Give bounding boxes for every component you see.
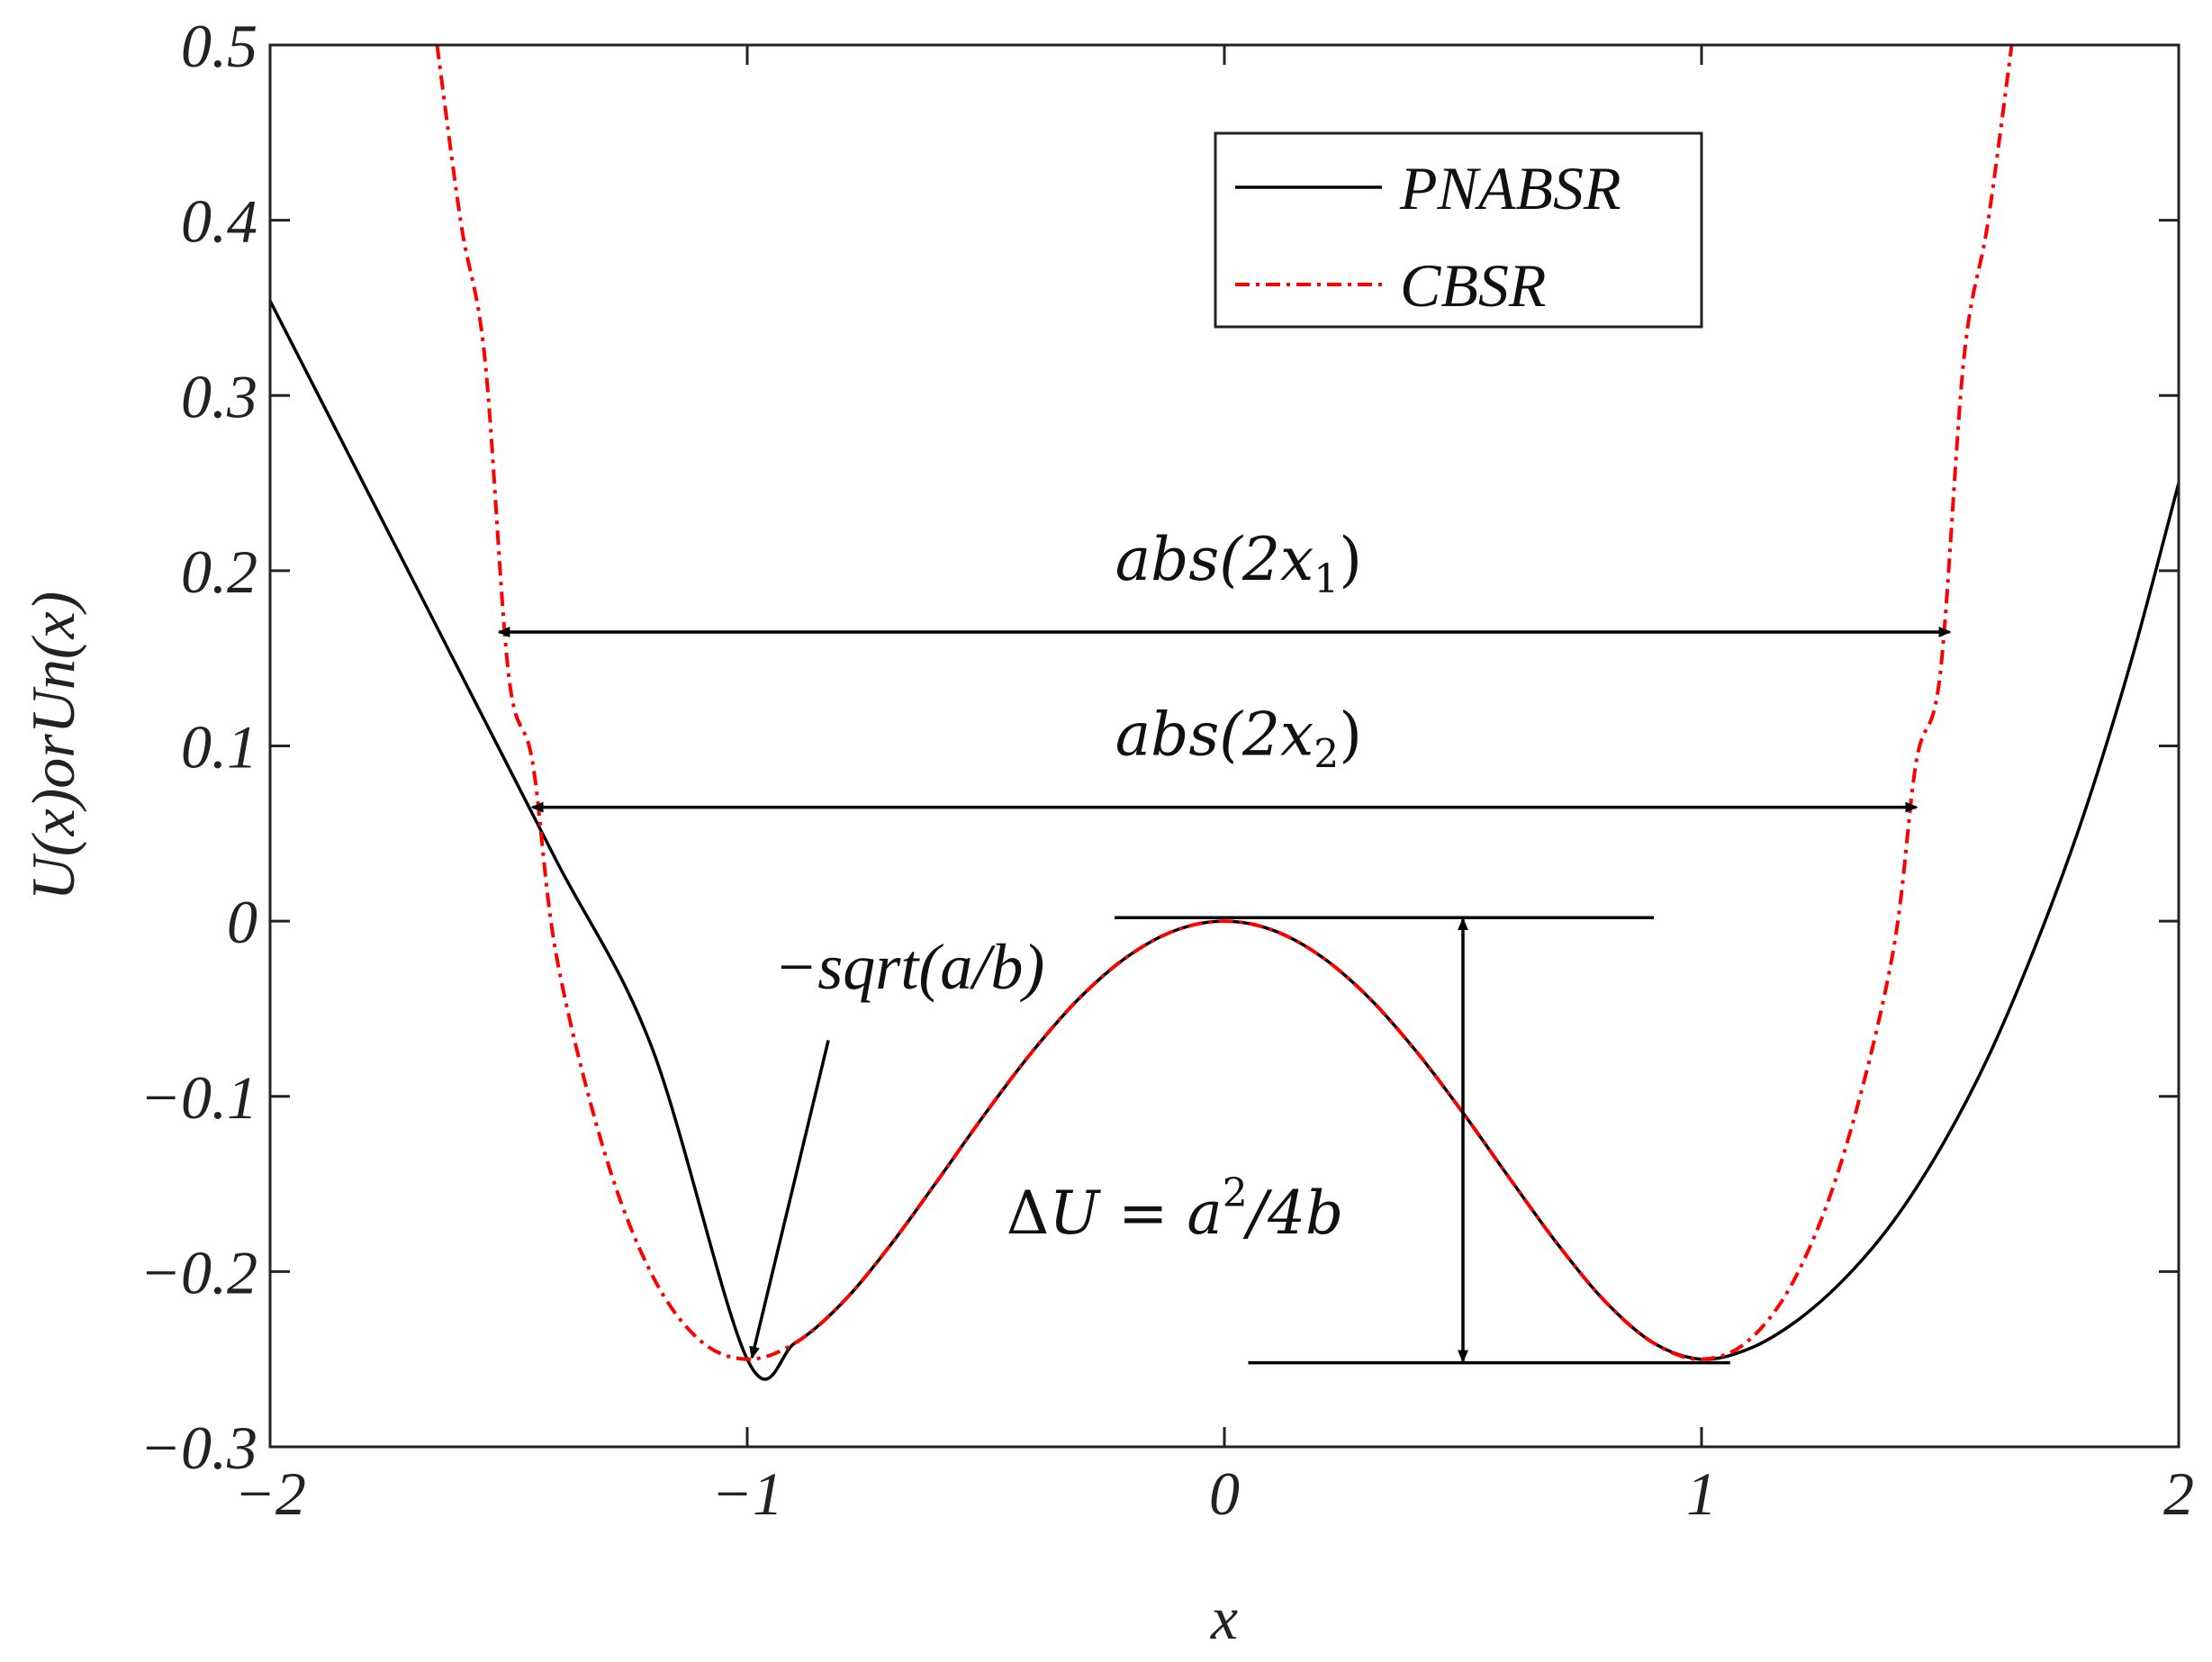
abs2-label-subscript: 2 — [1314, 732, 1339, 778]
delta-u-a: a — [1187, 1179, 1222, 1248]
y-axis-label: U(x)orUn(x) — [19, 592, 87, 901]
series-line-pnabsr — [270, 300, 2179, 1381]
x-tick-label: 0 — [1209, 1459, 1240, 1528]
delta-u-label: ΔU = a2/4b — [1007, 1170, 1343, 1248]
y-tick-label: 0 — [227, 888, 257, 956]
y-tick-label: 0.1 — [181, 713, 257, 781]
x-tick-label: −2 — [234, 1459, 306, 1528]
abs2-label: abs(2x2) — [1115, 700, 1362, 778]
delta-u-prefix: Δ — [1007, 1179, 1050, 1248]
y-tick-label: 0.3 — [181, 362, 257, 430]
abs1-label-main: abs(2x — [1115, 525, 1314, 594]
delta-u-eq: = — [1099, 1179, 1187, 1248]
y-tick-label: −0.3 — [140, 1414, 257, 1482]
annotation-layer: abs(2x1)abs(2x2)−sqrt(a/b)ΔU = a2/4b — [497, 525, 1952, 1365]
axes-layer: −2 −1 0 1 2 −0.3 −0.2 −0.1 0 0.1 0.2 0.3 0.4 0.5 x U(x)… — [19, 12, 2194, 1652]
legend-box — [1214, 131, 1703, 329]
legend-label-pnabsr: PNABSR — [1399, 154, 1621, 222]
sqrt-label: −sqrt(a/b) — [774, 931, 1045, 1003]
legend: PNABSR CBSR — [1214, 131, 1703, 329]
sqrt-arrow — [749, 1040, 830, 1359]
abs1-label: abs(2x1) — [1115, 525, 1362, 602]
abs1-label-close: ) — [1339, 525, 1362, 594]
abs1-label-subscript: 1 — [1314, 556, 1339, 602]
abs2-label-close: ) — [1339, 700, 1362, 770]
y-tick-label: 0.5 — [181, 12, 257, 80]
abs2-label-main: abs(2x — [1115, 700, 1314, 770]
x-tick-label: −1 — [711, 1459, 783, 1528]
x-tick-label: 2 — [2163, 1459, 2194, 1528]
x-axis-label: x — [1210, 1584, 1238, 1652]
plot-layer — [270, 45, 2179, 1381]
y-tick-label: 0.2 — [181, 537, 257, 606]
y-tick-label: −0.1 — [140, 1063, 257, 1132]
delta-u-rest: /4b — [1242, 1179, 1343, 1248]
y-tick-label: 0.4 — [181, 187, 257, 256]
delta-u-u: U — [1049, 1179, 1101, 1248]
y-tick-label: −0.2 — [140, 1238, 257, 1306]
x-tick-label: 1 — [1686, 1459, 1717, 1528]
series-line-cbsr — [435, 45, 2014, 1361]
legend-label-cbsr: CBSR — [1400, 251, 1546, 320]
delta-u-sup: 2 — [1223, 1170, 1248, 1216]
